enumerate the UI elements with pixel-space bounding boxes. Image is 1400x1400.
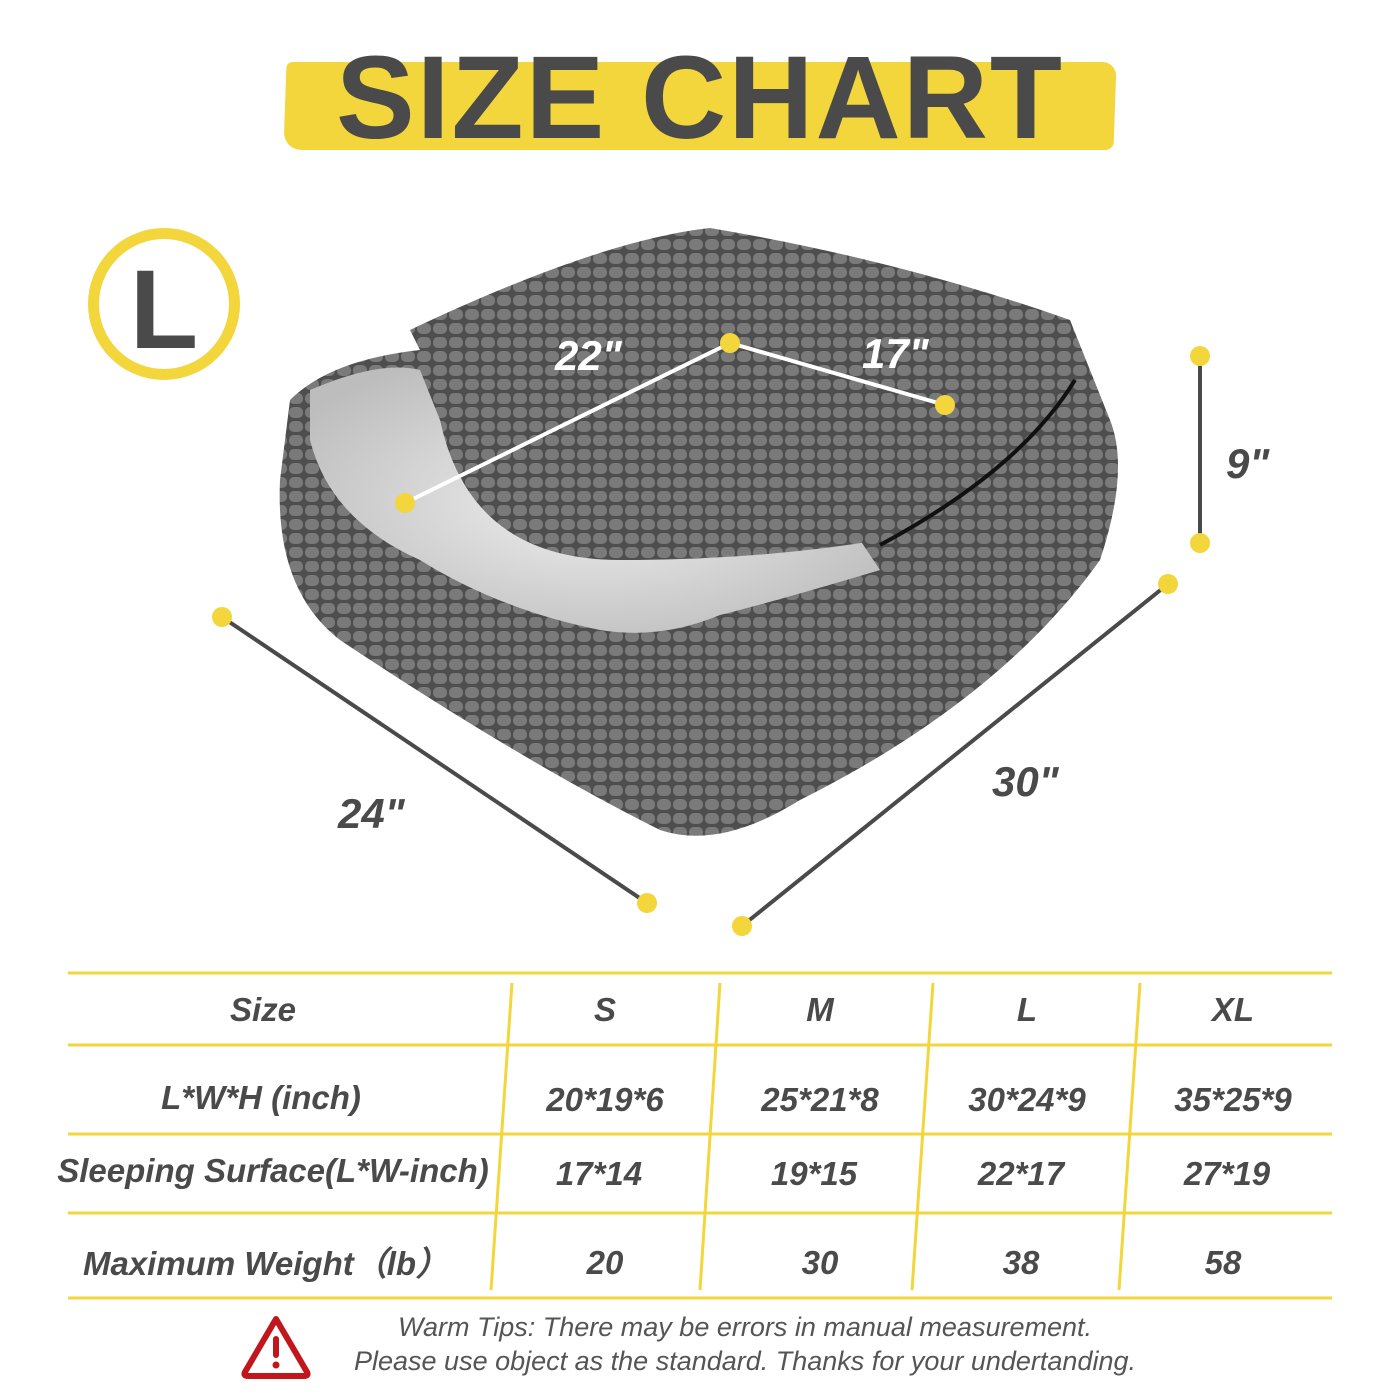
row-label-dimensions: L*W*H (inch): [161, 1079, 361, 1116]
length-label: 30": [992, 758, 1059, 805]
dot: [1158, 574, 1178, 594]
dot: [395, 493, 415, 513]
bed-flap: [430, 240, 1070, 560]
table-cell: 27*19: [1183, 1155, 1271, 1192]
table-header-xl: XL: [1211, 991, 1255, 1028]
dot: [212, 607, 232, 627]
row-label-sleeping-surface: Sleeping Surface(L*W-inch): [57, 1152, 489, 1189]
table-cell: 22*17: [977, 1155, 1065, 1192]
width-line: [220, 615, 649, 905]
tips-line-1: Warm Tips: There may be errors in manual…: [398, 1312, 1092, 1342]
dot: [935, 395, 955, 415]
table-cell: 25*21*8: [761, 1081, 879, 1118]
table-column-rule: [698, 982, 722, 1291]
table-cell: 58: [1204, 1244, 1242, 1281]
table-cell: 35*25*9: [1174, 1081, 1292, 1118]
dot: [637, 893, 657, 913]
table-column-rule: [910, 982, 935, 1291]
table-header-s: S: [593, 991, 617, 1028]
dot: [720, 333, 740, 353]
surface-length-line: [404, 341, 731, 505]
zipper: [879, 378, 1077, 547]
surface-length-label: 22": [555, 332, 622, 379]
warm-tips: Warm Tips: There may be errors in manual…: [320, 1310, 1170, 1378]
table-cell: 20: [586, 1244, 624, 1281]
size-badge: L: [88, 228, 240, 380]
table-cell: 30: [801, 1244, 839, 1281]
row-label-max-weight: Maximum Weight（lb）: [82, 1245, 450, 1282]
table-column-rule: [1117, 982, 1142, 1291]
dot: [1190, 533, 1210, 553]
table-header-l: L: [1016, 991, 1038, 1028]
table-cell: 30*24*9: [968, 1081, 1086, 1118]
table-column-rule: [489, 982, 514, 1291]
table-cell: 38: [1002, 1244, 1040, 1281]
table-cell: 19*15: [770, 1155, 858, 1192]
dot: [732, 916, 752, 936]
page-title: SIZE CHART: [336, 32, 1064, 164]
surface-width-line: [729, 341, 946, 407]
width-label: 24": [338, 790, 405, 837]
height-label: 9": [1226, 440, 1270, 487]
warning-icon: [241, 1316, 311, 1379]
table-cell: 17*14: [555, 1155, 643, 1192]
surface-width-label: 17": [862, 330, 929, 377]
length-line: [740, 582, 1170, 928]
table-cell: 20*19*6: [546, 1081, 664, 1118]
table-header-size: Size: [229, 991, 297, 1028]
dot: [1190, 346, 1210, 366]
size-badge-letter: L: [129, 247, 199, 372]
bed-plush-cushion: [310, 367, 880, 633]
table-header-m: M: [806, 991, 834, 1028]
measurement-dots: [212, 333, 1210, 936]
tips-line-2: Please use object as the standard. Thank…: [354, 1346, 1136, 1376]
